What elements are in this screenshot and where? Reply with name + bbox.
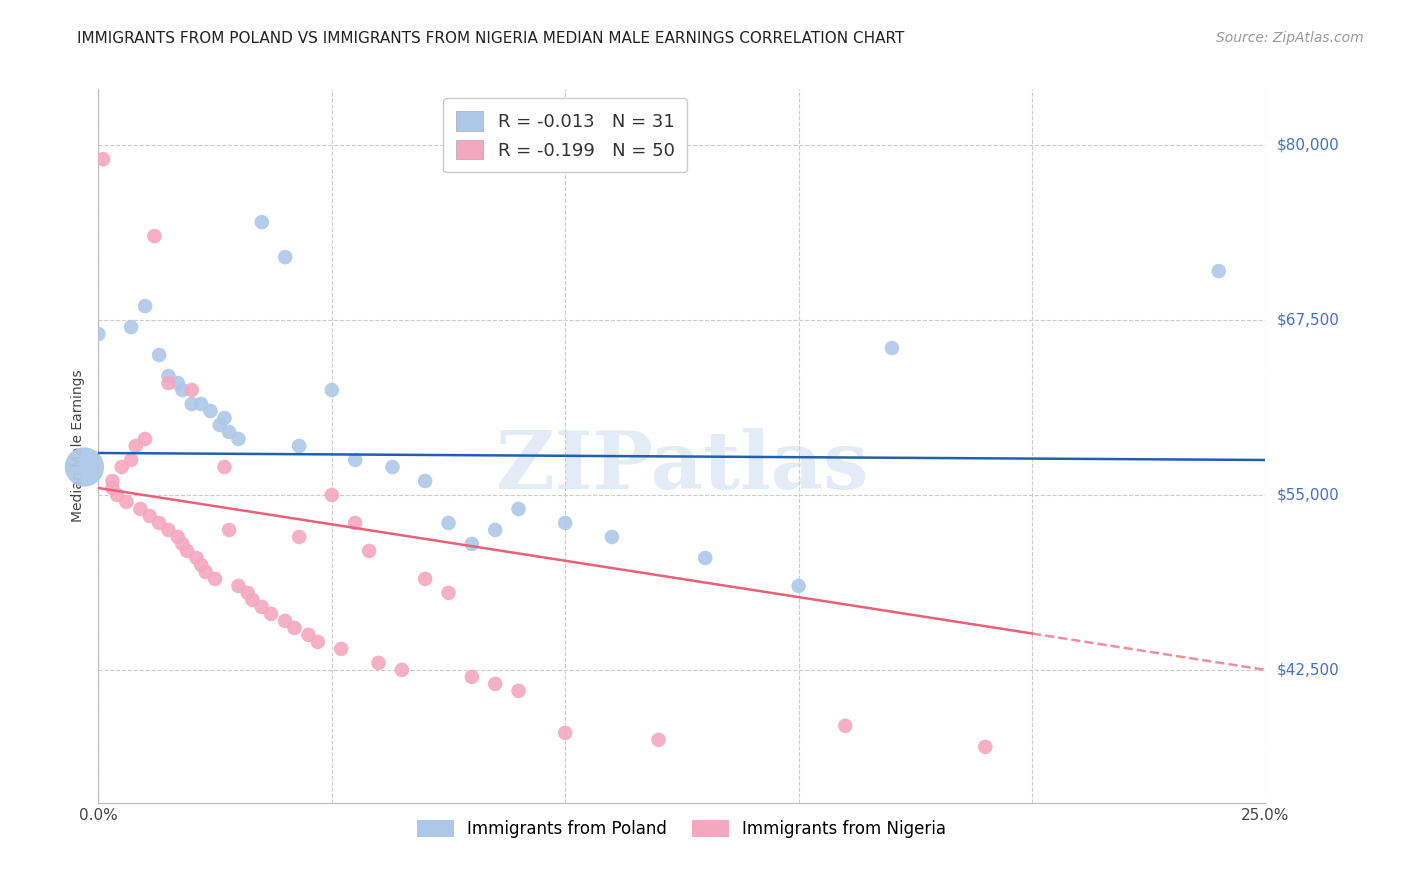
Point bbox=[391, 663, 413, 677]
Point bbox=[307, 635, 329, 649]
Text: ZIPatlas: ZIPatlas bbox=[496, 428, 868, 507]
Point bbox=[166, 530, 188, 544]
Point bbox=[695, 550, 717, 565]
Point bbox=[508, 502, 530, 516]
Point bbox=[367, 656, 389, 670]
Point bbox=[288, 439, 311, 453]
Point bbox=[204, 572, 226, 586]
Text: $67,500: $67,500 bbox=[1277, 312, 1340, 327]
Point bbox=[228, 432, 250, 446]
Point bbox=[180, 383, 202, 397]
Point bbox=[143, 229, 166, 244]
Point bbox=[1208, 264, 1230, 278]
Point bbox=[101, 474, 124, 488]
Point bbox=[101, 481, 124, 495]
Point bbox=[134, 432, 156, 446]
Point bbox=[321, 383, 343, 397]
Point bbox=[208, 417, 231, 432]
Point bbox=[190, 558, 212, 572]
Text: $42,500: $42,500 bbox=[1277, 663, 1340, 677]
Point bbox=[176, 544, 198, 558]
Point bbox=[166, 376, 188, 390]
Point bbox=[134, 299, 156, 313]
Point bbox=[321, 488, 343, 502]
Point bbox=[600, 530, 623, 544]
Point bbox=[413, 572, 436, 586]
Point bbox=[330, 641, 353, 656]
Point bbox=[172, 383, 194, 397]
Point bbox=[274, 614, 297, 628]
Point bbox=[297, 628, 319, 642]
Point bbox=[974, 739, 997, 754]
Point bbox=[437, 516, 460, 530]
Point bbox=[200, 404, 222, 418]
Point bbox=[381, 460, 404, 475]
Point bbox=[125, 439, 148, 453]
Point bbox=[186, 550, 208, 565]
Point bbox=[554, 726, 576, 740]
Point bbox=[180, 397, 202, 411]
Point bbox=[484, 677, 506, 691]
Point bbox=[157, 376, 180, 390]
Point bbox=[647, 732, 669, 747]
Point bbox=[260, 607, 283, 621]
Legend: Immigrants from Poland, Immigrants from Nigeria: Immigrants from Poland, Immigrants from … bbox=[411, 813, 953, 845]
Point bbox=[437, 586, 460, 600]
Point bbox=[359, 544, 381, 558]
Point bbox=[274, 250, 297, 264]
Point bbox=[250, 599, 273, 614]
Point bbox=[214, 460, 236, 475]
Point bbox=[157, 523, 180, 537]
Point bbox=[554, 516, 576, 530]
Point bbox=[413, 474, 436, 488]
Point bbox=[236, 586, 259, 600]
Point bbox=[344, 516, 367, 530]
Point bbox=[283, 621, 305, 635]
Point bbox=[787, 579, 810, 593]
Point bbox=[120, 320, 142, 334]
Point bbox=[250, 215, 273, 229]
Point bbox=[91, 152, 114, 166]
Point bbox=[129, 502, 152, 516]
Point bbox=[834, 719, 856, 733]
Point bbox=[148, 348, 170, 362]
Point bbox=[172, 537, 194, 551]
Point bbox=[344, 453, 367, 467]
Point bbox=[157, 369, 180, 384]
Text: IMMIGRANTS FROM POLAND VS IMMIGRANTS FROM NIGERIA MEDIAN MALE EARNINGS CORRELATI: IMMIGRANTS FROM POLAND VS IMMIGRANTS FRO… bbox=[77, 31, 904, 46]
Point bbox=[120, 453, 142, 467]
Point bbox=[484, 523, 506, 537]
Point bbox=[214, 411, 236, 425]
Point bbox=[218, 523, 240, 537]
Point bbox=[461, 670, 484, 684]
Text: Source: ZipAtlas.com: Source: ZipAtlas.com bbox=[1216, 31, 1364, 45]
Point bbox=[105, 488, 128, 502]
Point bbox=[111, 460, 134, 475]
Point bbox=[288, 530, 311, 544]
Point bbox=[218, 425, 240, 439]
Point bbox=[194, 565, 217, 579]
Point bbox=[228, 579, 250, 593]
Point bbox=[190, 397, 212, 411]
Y-axis label: Median Male Earnings: Median Male Earnings bbox=[72, 369, 86, 523]
Point bbox=[73, 460, 96, 475]
Point bbox=[115, 495, 138, 509]
Point bbox=[461, 537, 484, 551]
Point bbox=[242, 593, 264, 607]
Point bbox=[87, 327, 110, 342]
Text: $80,000: $80,000 bbox=[1277, 137, 1340, 153]
Text: $55,000: $55,000 bbox=[1277, 487, 1340, 502]
Point bbox=[139, 508, 162, 523]
Point bbox=[880, 341, 903, 355]
Point bbox=[148, 516, 170, 530]
Point bbox=[508, 684, 530, 698]
